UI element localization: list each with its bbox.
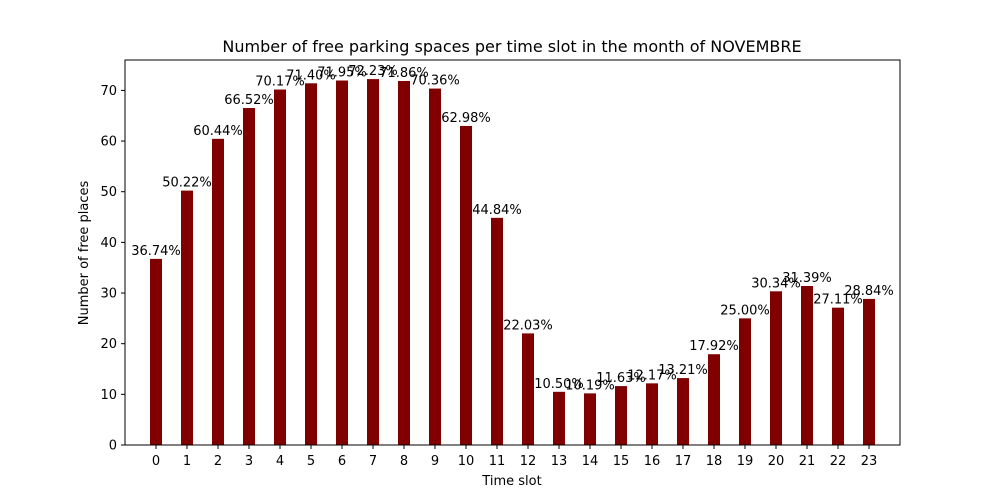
bar: [305, 83, 317, 445]
data-label: 62.98%: [441, 111, 491, 126]
x-tick-label: 12: [520, 454, 537, 469]
data-label: 31.39%: [782, 271, 832, 286]
data-label: 13.21%: [658, 363, 708, 378]
data-label: 12.17%: [627, 368, 677, 383]
bar: [243, 108, 255, 445]
y-axis-label: Number of free places: [77, 181, 92, 326]
x-tick-label: 4: [276, 454, 284, 469]
bar: [336, 80, 348, 445]
bar: [398, 80, 410, 446]
chart-title: Number of free parking spaces per time s…: [222, 37, 801, 56]
bar: [677, 378, 689, 445]
x-tick-label: 13: [551, 454, 568, 469]
y-tick-label: 70: [100, 84, 117, 99]
x-tick-label: 2: [214, 454, 222, 469]
x-tick-label: 3: [245, 454, 253, 469]
x-tick-label: 15: [613, 454, 630, 469]
data-label: 10.50%: [534, 377, 584, 392]
y-tick-label: 20: [100, 337, 117, 352]
x-tick-label: 22: [830, 454, 847, 469]
bar: [739, 318, 751, 445]
bar: [460, 125, 472, 446]
bar: [367, 79, 379, 446]
data-label: 71.95%: [317, 66, 367, 81]
x-tick-label: 20: [768, 454, 785, 469]
data-labels-group: 36.74% 50.22% 60.44% 66.52% 70.17%71.40%71.9…: [131, 64, 894, 393]
y-tick-label: 40: [100, 236, 117, 251]
x-tick-label: 14: [582, 454, 599, 469]
x-tick-label: 9: [431, 454, 439, 469]
x-tick-label: 18: [706, 454, 723, 469]
bars-group: [150, 79, 875, 446]
x-tick-label: 19: [737, 454, 754, 469]
x-tick-label: 1: [183, 454, 191, 469]
data-label: 70.17%: [255, 75, 305, 90]
y-tick-label: 60: [100, 135, 117, 150]
data-label: 60.44%: [193, 124, 243, 139]
x-tick-label: 0: [152, 454, 160, 469]
bar: [832, 307, 844, 445]
bar: [491, 217, 503, 445]
bar: [801, 285, 813, 445]
bar: [708, 354, 720, 445]
data-label: 70.36%: [410, 74, 460, 89]
x-tick-label: 11: [489, 454, 506, 469]
bar: [863, 298, 875, 445]
y-tick-label: 50: [100, 185, 117, 200]
data-label: 25.00%: [720, 303, 770, 318]
bar: [150, 258, 162, 445]
data-label: 10.19%: [565, 378, 615, 393]
x-tick-label: 17: [675, 454, 692, 469]
bar: [181, 190, 193, 445]
x-tick-label: 23: [861, 454, 878, 469]
x-tick-label: 21: [799, 454, 816, 469]
y-tick-label: 0: [109, 439, 117, 454]
bar: [770, 291, 782, 445]
bar: [584, 393, 596, 445]
data-label: 30.34%: [751, 276, 801, 291]
data-label: 11.63%: [596, 371, 646, 386]
y-axis: 0 10 20 30 40 50 60 70: [100, 84, 125, 454]
x-axis: 0 1 2 3 4 5 6 7 8 9 10 11 12 13 14 15 16 17 18 19 20 21 22 23: [152, 445, 877, 469]
x-tick-label: 8: [400, 454, 408, 469]
x-tick-label: 10: [458, 454, 475, 469]
data-label: 28.84%: [844, 284, 894, 299]
data-label: 27.11%: [813, 293, 863, 308]
bar: [553, 391, 565, 445]
data-label: 66.52%: [224, 93, 274, 108]
x-tick-label: 6: [338, 454, 346, 469]
bar: [615, 386, 627, 445]
bar: [646, 383, 658, 445]
data-label: 17.92%: [689, 339, 739, 354]
plot-frame: [124, 59, 901, 446]
data-label: 72.23%: [348, 64, 398, 79]
data-label: 50.22%: [162, 176, 212, 191]
data-label: 71.40%: [286, 68, 336, 83]
x-tick-label: 16: [644, 454, 661, 469]
data-label: 71.86%: [379, 66, 429, 81]
x-tick-label: 5: [307, 454, 315, 469]
bar: [212, 138, 224, 446]
data-label: 44.84%: [472, 203, 522, 218]
x-axis-label: Time slot: [481, 474, 541, 489]
x-tick-label: 7: [369, 454, 377, 469]
bar: [429, 88, 441, 446]
y-tick-label: 30: [100, 287, 117, 302]
data-label: 22.03%: [503, 318, 553, 333]
bar: [274, 89, 286, 445]
bar: [522, 333, 534, 445]
y-tick-label: 10: [100, 388, 117, 403]
data-label: 36.74%: [131, 244, 181, 259]
